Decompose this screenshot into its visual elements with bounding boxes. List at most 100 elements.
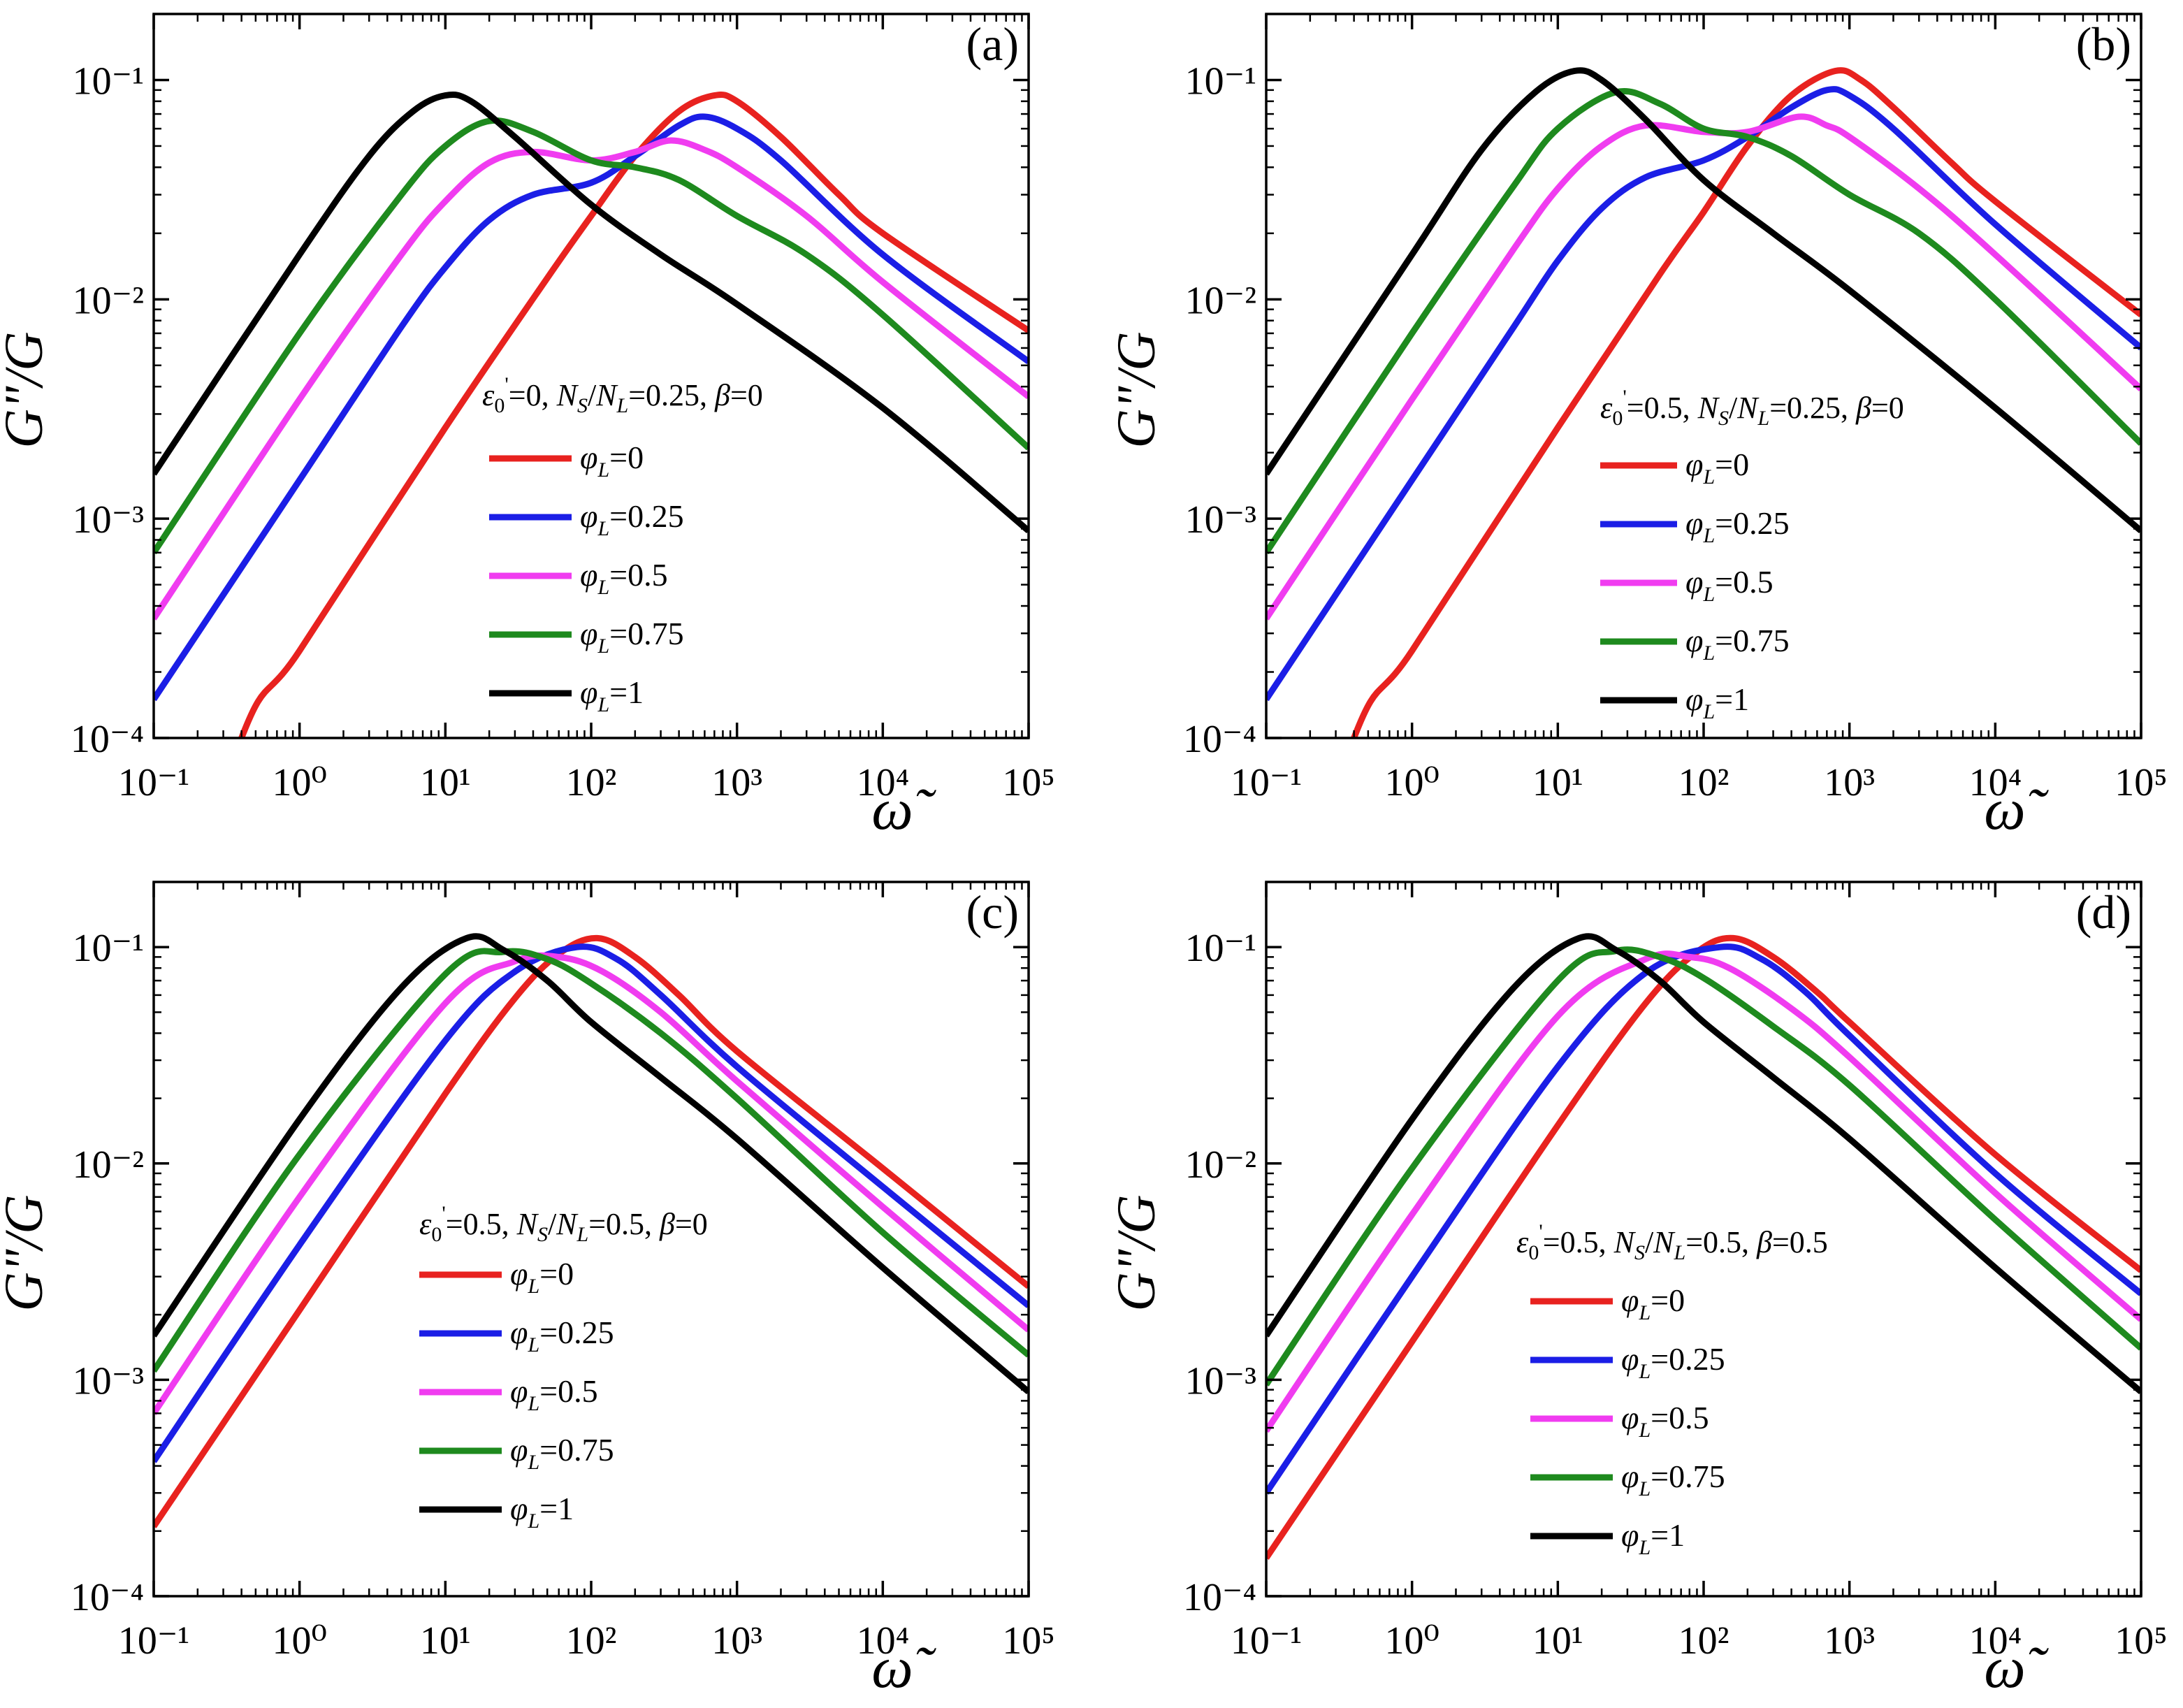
panel-d-legend-value-2: =0.5 — [1651, 1400, 1709, 1435]
panel-a-legend-title-eps_sup: ' — [505, 373, 508, 396]
panel-c-legend-title-nl_sub: L — [576, 1223, 589, 1246]
panel-b-x-tick-label-4: 10³ — [1824, 761, 1875, 804]
panel-a-legend-title-beta_val: =0 — [730, 378, 763, 412]
panel-a-legend-label-2: φL=0.5 — [580, 557, 668, 599]
panel-a-legend-phi-0: φ — [580, 440, 597, 475]
panel-c-legend-value-1: =0.25 — [539, 1315, 614, 1350]
panel-d-legend-title: ε0'=0.5, NS/NL=0.5, β=0.5 — [1516, 1220, 1828, 1264]
panel-d-x-tick-label-1: 10⁰ — [1384, 1619, 1439, 1663]
panel-d-y-tick-label-3: 10⁻¹ — [1185, 927, 1256, 970]
panel-d-legend-title-eps_sup: ' — [1539, 1220, 1542, 1243]
panel-c-legend-label-3: φL=0.75 — [510, 1432, 614, 1474]
panel-a-legend-phi-4: φ — [580, 674, 597, 710]
panel-b-legend-title-eps_sub: 0 — [1612, 407, 1623, 430]
panel-d-legend-sub-3: L — [1638, 1477, 1651, 1500]
panel-b-legend-value-0: =0 — [1715, 447, 1749, 482]
panel-c-label: (c) — [966, 885, 1019, 939]
panel-c-y-tick-label-1: 10⁻³ — [73, 1359, 144, 1403]
panel-d-legend-title-ns: N — [1613, 1225, 1637, 1259]
panel-d-x-tick-label-4: 10³ — [1824, 1619, 1875, 1663]
panel-d-legend-phi-4: φ — [1621, 1517, 1639, 1553]
panel-b-legend-title-slash: / — [1729, 391, 1738, 425]
panel-b-series-3-line — [1266, 88, 2141, 555]
panel-a-legend-value-2: =0.5 — [609, 557, 667, 593]
panel-c-legend-sub-1: L — [527, 1333, 539, 1356]
panel-c-legend-phi-1: φ — [510, 1315, 528, 1350]
panel-a-y-tick-label-1: 10⁻³ — [73, 498, 144, 542]
panel-b-legend-sub-3: L — [1702, 642, 1715, 665]
panel-a-legend-phi-2: φ — [580, 557, 597, 593]
panel-a-x-tick-label-4: 10³ — [711, 761, 762, 804]
panel-d-legend-title-eps_val: =0.5, — [1543, 1225, 1614, 1259]
panel-d-legend-sub-4: L — [1638, 1536, 1651, 1559]
panel-b-legend-value-4: =1 — [1715, 681, 1749, 717]
panel-b-legend-title-eps_sup: ' — [1623, 386, 1626, 409]
panel-b-x-tick-label-2: 10¹ — [1532, 761, 1583, 804]
panel-b-series-0-line — [1350, 67, 2141, 738]
panel-a-legend-sub-2: L — [597, 576, 609, 599]
panel-a-x-tick-label-6: 10⁵ — [1002, 761, 1055, 804]
panel-a-legend-title-nl: N — [595, 378, 618, 412]
panel-a-legend-title-ns_sub: S — [577, 394, 588, 417]
panel-b-legend-phi-1: φ — [1685, 505, 1703, 541]
panel-a-legend-value-4: =1 — [609, 674, 644, 710]
panel-c-legend-sub-2: L — [527, 1392, 539, 1415]
panel-c-series-2-line — [154, 952, 1029, 1415]
panel-b-legend-title-eps: ε — [1600, 391, 1613, 425]
panel-b-x-tick-label-3: 10² — [1678, 761, 1729, 804]
panel-a-legend-phi-1: φ — [580, 498, 597, 534]
panel-a-legend-title-eps_val: =0, — [509, 378, 557, 412]
panel-b-legend-title: ε0'=0.5, NS/NL=0.25, β=0 — [1600, 386, 1904, 430]
panel-d-series-0-line — [1266, 934, 2141, 1561]
panel-d-legend-label-3: φL=0.75 — [1621, 1459, 1725, 1500]
panel-c-legend-label-1: φL=0.25 — [510, 1315, 614, 1356]
panel-a-y-tick-label-2: 10⁻² — [73, 279, 144, 322]
panel-a-legend-sub-3: L — [597, 635, 609, 658]
panel-b-legend-value-1: =0.25 — [1715, 505, 1789, 541]
panel-d-legend-label-1: φL=0.25 — [1621, 1341, 1725, 1383]
panel-c-series-0-line — [154, 934, 1029, 1528]
panel-a-legend-title: ε0'=0, NS/NL=0.25, β=0 — [482, 373, 763, 417]
panel-d-legend-value-4: =1 — [1651, 1517, 1685, 1553]
panel-d-series-3-line — [1266, 946, 2141, 1387]
panel-d-x-tick-label-0: 10⁻¹ — [1231, 1619, 1302, 1663]
panel-d-legend-label-4: φL=1 — [1621, 1517, 1685, 1559]
panel-c-legend-title-eps_val: =0.5, — [446, 1207, 517, 1241]
panel-a-legend-value-0: =0 — [609, 440, 644, 475]
panel-b-legend-label-3: φL=0.75 — [1685, 623, 1790, 665]
panel-a-legend-sub-1: L — [597, 517, 609, 540]
panel-d-series-4-line — [1266, 933, 2141, 1395]
panel-c-x-axis-label: ω̃ — [871, 1635, 936, 1700]
panel-c-series-1-line — [154, 943, 1029, 1463]
panel-d-legend-phi-2: φ — [1621, 1400, 1639, 1435]
panel-c-legend-title-ns: N — [516, 1207, 539, 1241]
panel-c-y-tick-label-0: 10⁻⁴ — [71, 1576, 144, 1619]
panel-b-legend-title-beta_val: =0 — [1871, 391, 1904, 425]
panel-d-x-tick-label-5: 10⁴ — [1969, 1619, 2022, 1663]
panel-b: 10⁻¹ 10⁰ 10¹ 10² 10³ 10⁴ 10⁵ 10⁻⁴ 10⁻³ 10⁻² 10⁻¹ (b… — [1105, 13, 2168, 842]
panel-a-legend-label-1: φL=0.25 — [580, 498, 684, 540]
panel-b-y-tick-label-2: 10⁻² — [1185, 279, 1256, 322]
panel-a-legend-title-ns: N — [556, 378, 579, 412]
panel-b-legend-sub-1: L — [1702, 524, 1715, 547]
panel-a-legend-label-3: φL=0.75 — [580, 616, 684, 658]
panel-d-series-1-line — [1266, 943, 2141, 1495]
panel-b-legend-value-3: =0.75 — [1715, 623, 1789, 658]
panel-b-legend-sub-0: L — [1702, 465, 1715, 488]
panel-d-x-axis-label: ω̃ — [1984, 1635, 2049, 1700]
panel-b-legend-sub-2: L — [1702, 583, 1715, 606]
panel-c-legend-label-0: φL=0 — [510, 1256, 574, 1298]
panel-d-legend-title-eps: ε — [1516, 1225, 1529, 1259]
panel-a-legend-title-beta: β — [714, 378, 730, 412]
panel-c-legend-title-eps_sup: ' — [442, 1202, 445, 1225]
panel-c-y-tick-label-3: 10⁻¹ — [73, 927, 144, 970]
panel-b-legend-title-beta: β — [1855, 391, 1871, 425]
panel-d-legend-value-3: =0.75 — [1651, 1459, 1725, 1494]
panel-b-y-tick-label-0: 10⁻⁴ — [1183, 718, 1256, 761]
panel-c-legend-value-0: =0 — [539, 1256, 574, 1291]
panel-a-x-tick-label-1: 10⁰ — [272, 761, 326, 804]
panel-b-plot-frame — [1265, 13, 2142, 739]
panel-a-legend-title-slash: / — [588, 378, 597, 412]
panel-a-series-4-line — [154, 91, 1029, 534]
panel-c-legend-label-4: φL=1 — [510, 1491, 574, 1533]
